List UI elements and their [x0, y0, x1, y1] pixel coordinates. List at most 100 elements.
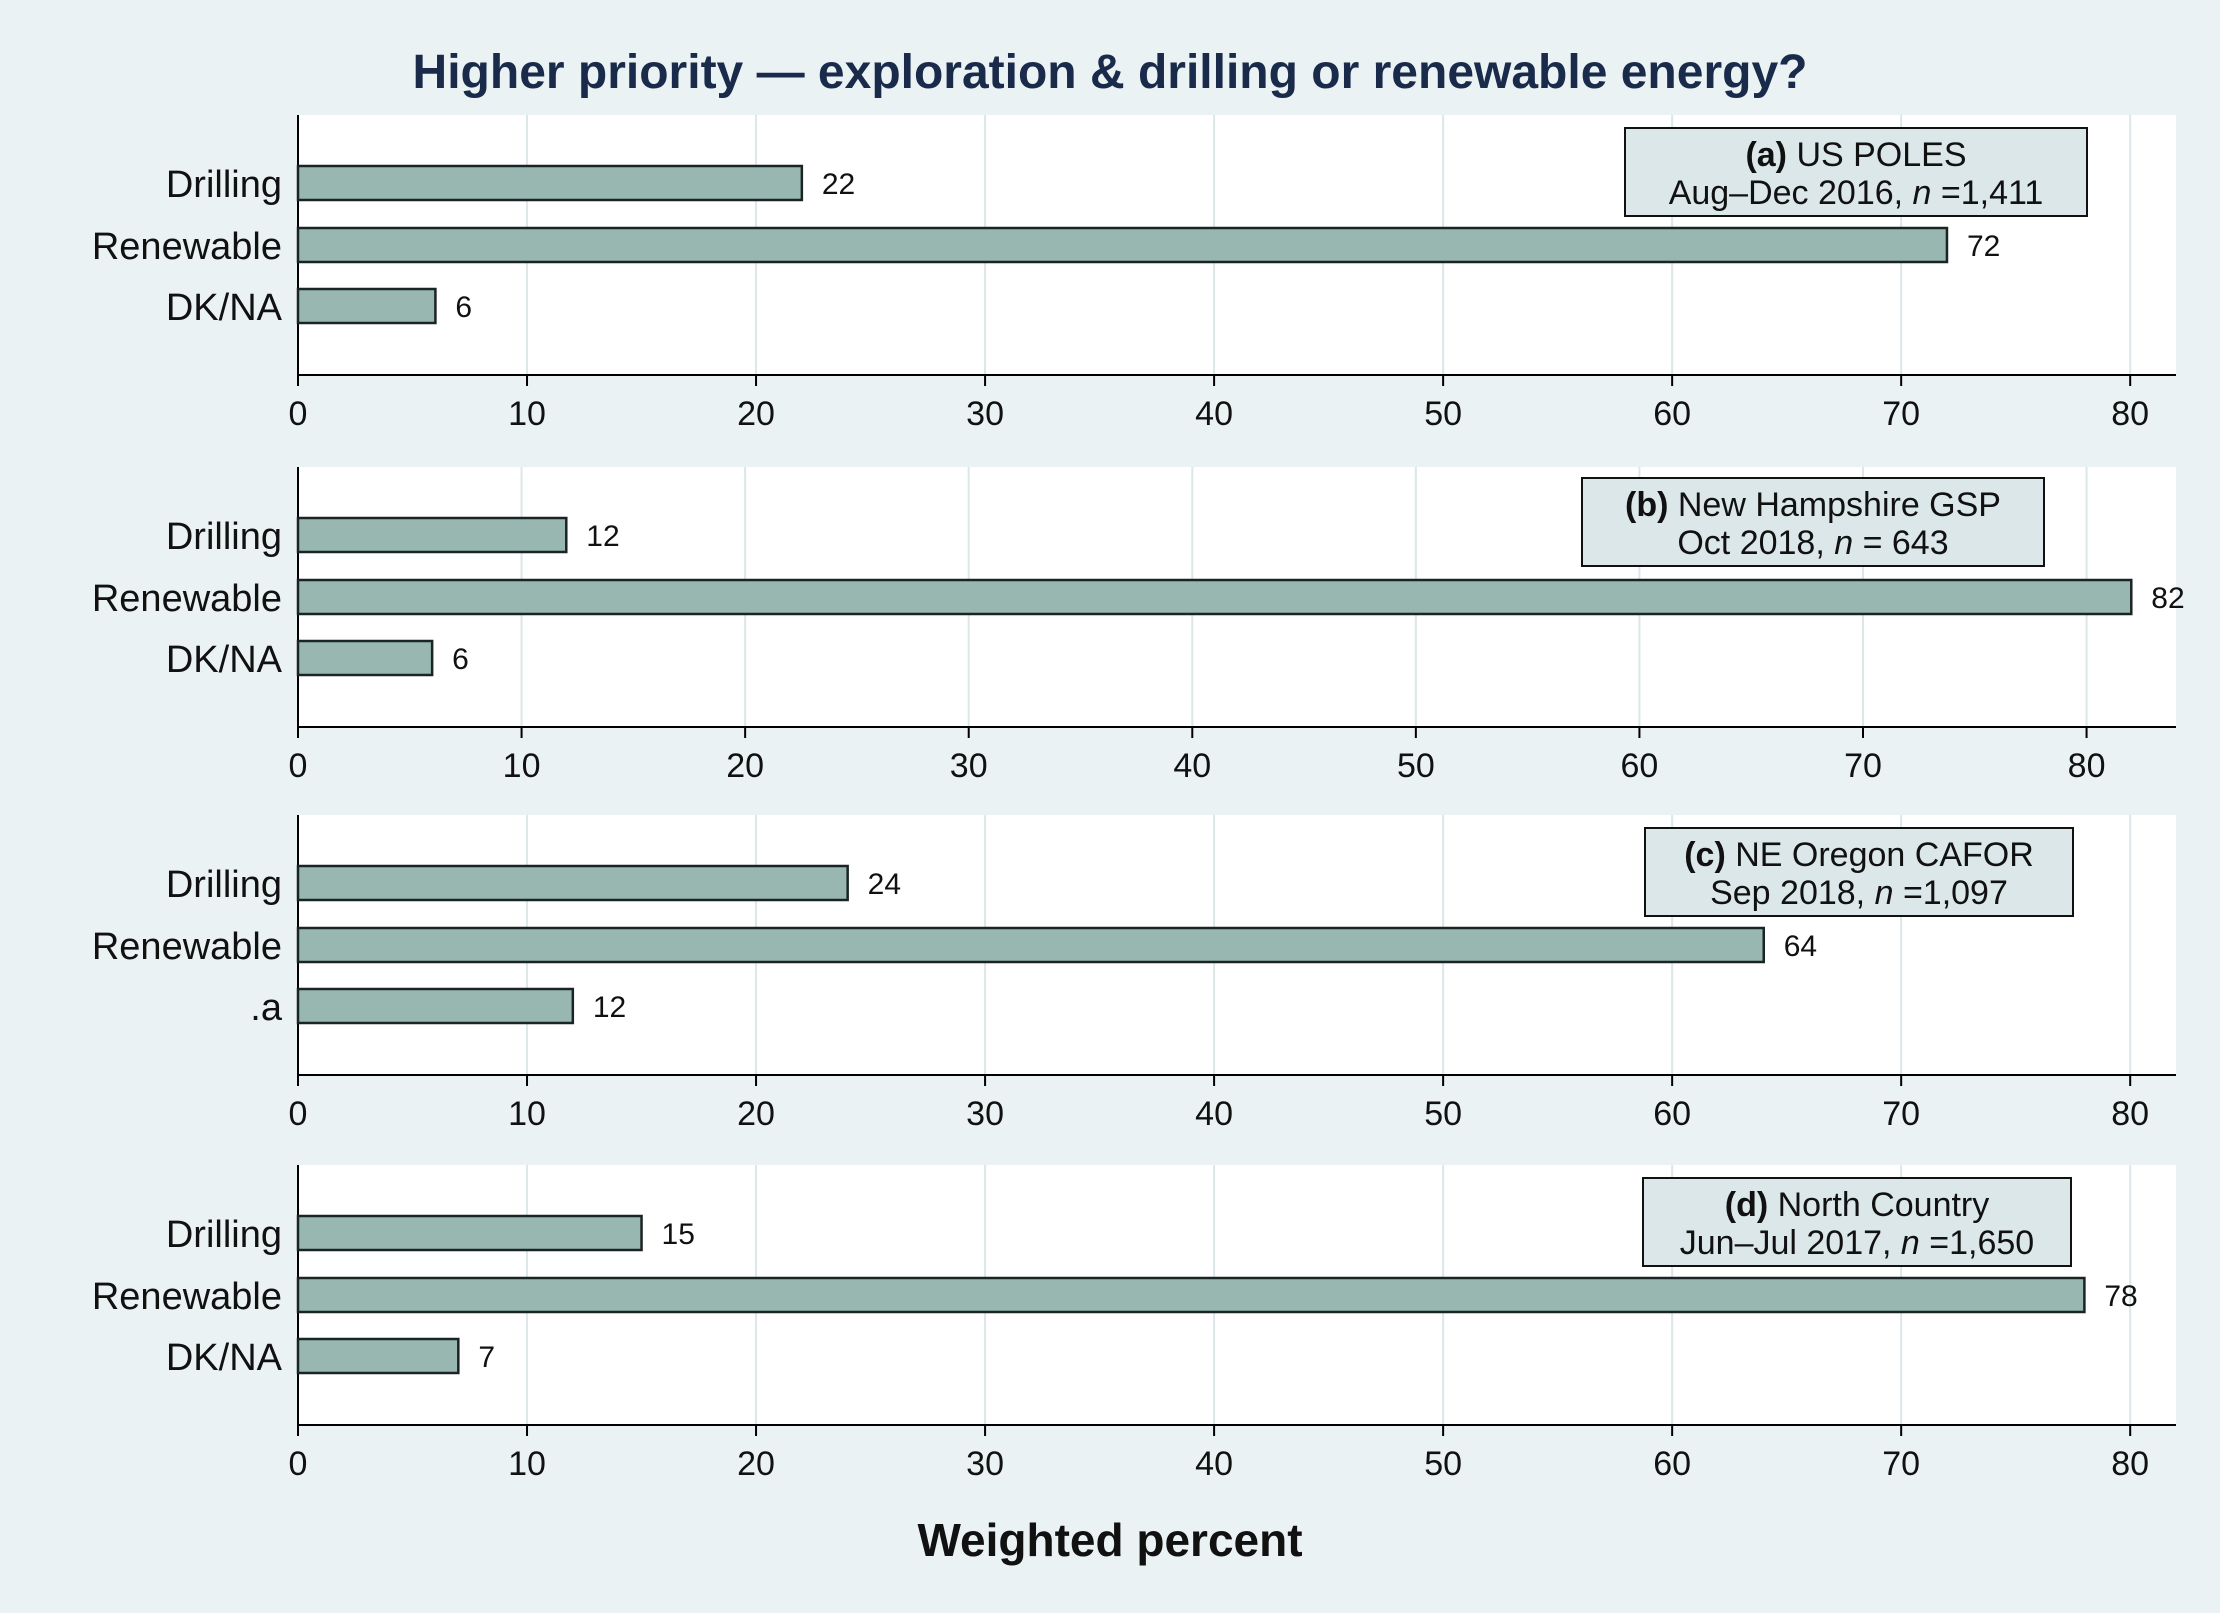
legend-period: Oct 2018,: [1677, 524, 1834, 562]
x-tick-label: 30: [950, 747, 988, 785]
data-label: 24: [868, 868, 901, 901]
bar-renewable: [296, 1276, 2086, 1314]
bar-drilling: [296, 516, 568, 554]
data-label: 72: [1967, 230, 2000, 263]
x-tick-label: 70: [1882, 1095, 1920, 1133]
legend-n-value: = 643: [1863, 524, 1949, 562]
legend-subtitle: Jun–Jul 2017, n =1,650: [1680, 1224, 2034, 1262]
x-tick-label: 60: [1621, 747, 1659, 785]
x-tick-label: 30: [966, 1095, 1004, 1133]
x-tick-label: 50: [1397, 747, 1435, 785]
legend-n-label: n: [1834, 524, 1862, 562]
x-tick-label: 0: [289, 747, 308, 785]
legend-subtitle: Sep 2018, n =1,097: [1710, 874, 2008, 912]
x-tick-label: 20: [726, 747, 764, 785]
data-label: 64: [1784, 930, 1817, 963]
legend-name: NE Oregon CAFOR: [1735, 836, 2034, 874]
data-label: 12: [586, 520, 619, 553]
data-label: 22: [822, 168, 855, 201]
x-tick-label: 60: [1653, 395, 1691, 433]
bar-drilling: [296, 864, 849, 902]
legend-frame: [1642, 1177, 2072, 1267]
x-tick-label: 20: [737, 1095, 775, 1133]
x-tick-label: 40: [1195, 395, 1233, 433]
legend-title: (d) North Country: [1725, 1186, 1990, 1224]
x-tick-label: 50: [1424, 1445, 1462, 1483]
legend-title: (a) US POLES: [1745, 136, 1966, 174]
x-tick-label: 30: [966, 395, 1004, 433]
x-tick-label: 20: [737, 1445, 775, 1483]
legend-title: (c) NE Oregon CAFOR: [1684, 836, 2034, 874]
legend-period: Sep 2018,: [1710, 874, 1874, 912]
legend-n-value: =1,650: [1929, 1224, 2034, 1262]
panel-2: 0 10 20 30 40 50 60 70 80 Drilling 12 Renewable 82 DK…: [92, 467, 2185, 785]
category-label: .a: [250, 987, 283, 1029]
legend-subtitle: Oct 2018, n = 643: [1677, 524, 1948, 562]
category-label: Renewable: [92, 926, 282, 968]
chart-title: Higher priority — exploration & drilling…: [413, 46, 1808, 99]
data-label: 78: [2104, 1280, 2137, 1313]
legend-period: Jun–Jul 2017,: [1680, 1224, 1901, 1262]
legend-subtitle: Aug–Dec 2016, n =1,411: [1669, 174, 2044, 212]
legend-frame: [1581, 477, 2045, 567]
category-label: Drilling: [166, 164, 282, 206]
data-label: 12: [593, 991, 626, 1024]
x-tick-label: 50: [1424, 395, 1462, 433]
x-tick-label: 80: [2068, 747, 2106, 785]
x-tick-label: 80: [2111, 1095, 2149, 1133]
bar-dk-na: [296, 287, 437, 325]
bar-drilling: [296, 164, 804, 202]
legend-tag: (d): [1725, 1186, 1778, 1224]
legend-name: US POLES: [1796, 136, 1966, 174]
x-tick-label: 10: [508, 395, 546, 433]
x-tick-label: 70: [1844, 747, 1882, 785]
x-tick-label: 60: [1653, 1445, 1691, 1483]
x-tick-label: 80: [2111, 1445, 2149, 1483]
bar-drilling: [296, 1214, 643, 1252]
legend-n-label: n: [1875, 874, 1903, 912]
panel-4: 0 10 20 30 40 50 60 70 80 Drilling 15 Renewable 78 DK…: [92, 1165, 2176, 1483]
bar-dk-na: [296, 1337, 460, 1375]
x-tick-label: 80: [2111, 395, 2149, 433]
x-tick-label: 30: [966, 1445, 1004, 1483]
data-label: 6: [452, 643, 469, 676]
legend-tag: (a): [1745, 136, 1796, 174]
x-tick-label: 50: [1424, 1095, 1462, 1133]
x-tick-label: 40: [1195, 1095, 1233, 1133]
data-label: 82: [2151, 582, 2184, 615]
data-label: 7: [478, 1341, 495, 1374]
bar-dk-na: [296, 639, 434, 677]
legend-n-label: n: [1913, 174, 1941, 212]
category-label: Renewable: [92, 1276, 282, 1318]
legend-name: North Country: [1778, 1186, 1990, 1224]
category-label: Renewable: [92, 578, 282, 620]
legend-tag: (b): [1625, 486, 1678, 524]
x-tick-label: 0: [289, 1445, 308, 1483]
category-label: DK/NA: [166, 639, 283, 681]
category-label: Renewable: [92, 226, 282, 268]
x-tick-label: 40: [1173, 747, 1211, 785]
x-tick-label: 10: [508, 1095, 546, 1133]
x-tick-label: 40: [1195, 1445, 1233, 1483]
x-tick-label: 60: [1653, 1095, 1691, 1133]
legend-n-value: =1,097: [1903, 874, 2008, 912]
legend-period: Aug–Dec 2016,: [1669, 174, 1913, 212]
x-tick-label: 10: [503, 747, 541, 785]
x-tick-label: 10: [508, 1445, 546, 1483]
x-tick-label: 0: [289, 395, 308, 433]
category-label: DK/NA: [166, 287, 283, 329]
x-tick-label: 0: [289, 1095, 308, 1133]
bar-renewable: [296, 226, 1949, 264]
bar-a: [296, 987, 575, 1025]
legend-n-value: =1,411: [1941, 174, 2043, 212]
legend-n-label: n: [1901, 1224, 1929, 1262]
bar-renewable: [296, 926, 1766, 964]
data-label: 15: [662, 1218, 695, 1251]
category-label: Drilling: [166, 864, 282, 906]
legend-tag: (c): [1684, 836, 1735, 874]
